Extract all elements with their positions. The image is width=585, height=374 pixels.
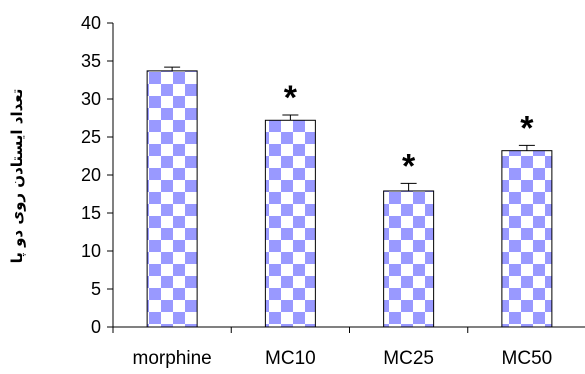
significance-star: * — [402, 147, 416, 185]
bar — [146, 70, 198, 328]
x-tick-labels: morphine MC10 MC25 MC50 — [133, 348, 553, 369]
y-tick-labels: 0 5 10 15 20 25 30 35 40 — [81, 13, 101, 337]
error-bars-layer — [164, 66, 535, 191]
significance-star: * — [520, 109, 534, 147]
y-tick-label: 30 — [81, 89, 101, 109]
y-tick-label: 20 — [81, 165, 101, 185]
x-tick-label: MC50 — [502, 348, 553, 369]
y-tick-label: 10 — [81, 241, 101, 261]
y-tick-label: 5 — [91, 279, 101, 299]
x-tick-label: MC25 — [383, 348, 434, 369]
y-tick-label: 25 — [81, 127, 101, 147]
bar — [264, 119, 316, 328]
bar — [501, 150, 553, 328]
x-tick-label: morphine — [133, 348, 212, 369]
x-tick-label: MC10 — [265, 348, 316, 369]
y-axis-label: تعداد ایستادن روی دو پا — [8, 89, 27, 264]
significance-markers: * * * — [284, 79, 535, 185]
y-tick-label: 40 — [81, 13, 101, 33]
bar — [383, 190, 435, 328]
y-tick-label: 15 — [81, 203, 101, 223]
axes-layer — [107, 22, 585, 333]
significance-star: * — [284, 79, 298, 117]
y-tick-label: 0 — [91, 317, 101, 337]
y-tick-label: 35 — [81, 51, 101, 71]
bars-layer — [146, 70, 553, 328]
